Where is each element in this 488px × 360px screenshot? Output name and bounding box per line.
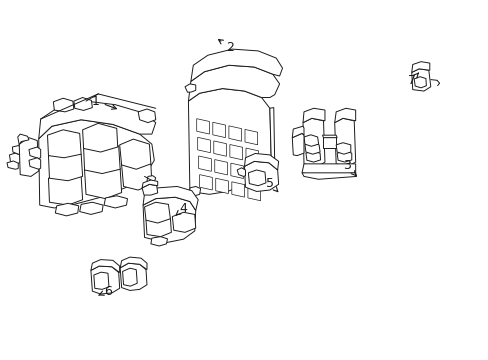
Polygon shape xyxy=(213,141,226,156)
Polygon shape xyxy=(411,69,430,91)
Polygon shape xyxy=(172,212,195,232)
Polygon shape xyxy=(7,161,18,169)
Polygon shape xyxy=(292,126,304,138)
Polygon shape xyxy=(188,89,271,194)
Polygon shape xyxy=(143,197,195,243)
Polygon shape xyxy=(147,176,156,183)
Text: 6: 6 xyxy=(99,285,112,298)
Polygon shape xyxy=(122,268,137,286)
Polygon shape xyxy=(29,147,41,158)
Polygon shape xyxy=(413,77,426,88)
Text: 7: 7 xyxy=(407,73,418,87)
Polygon shape xyxy=(142,180,158,188)
Polygon shape xyxy=(122,159,152,190)
Text: 3: 3 xyxy=(342,159,355,176)
Polygon shape xyxy=(74,98,92,111)
Polygon shape xyxy=(39,120,154,208)
Polygon shape xyxy=(82,123,118,152)
Polygon shape xyxy=(228,126,241,141)
Polygon shape xyxy=(215,178,228,194)
Polygon shape xyxy=(196,119,209,134)
Polygon shape xyxy=(19,138,39,176)
Text: 1: 1 xyxy=(92,95,116,109)
Polygon shape xyxy=(303,118,325,166)
Polygon shape xyxy=(302,164,355,176)
Polygon shape xyxy=(120,257,147,270)
Polygon shape xyxy=(302,173,356,179)
Polygon shape xyxy=(39,101,156,139)
Polygon shape xyxy=(334,108,355,123)
Polygon shape xyxy=(230,163,243,179)
Polygon shape xyxy=(336,151,351,162)
Polygon shape xyxy=(247,185,260,201)
Polygon shape xyxy=(151,237,167,246)
Text: 5: 5 xyxy=(266,177,277,192)
Polygon shape xyxy=(94,272,109,289)
Polygon shape xyxy=(229,144,242,160)
Polygon shape xyxy=(189,186,200,196)
Polygon shape xyxy=(303,108,325,123)
Polygon shape xyxy=(244,130,257,145)
Polygon shape xyxy=(104,196,127,208)
Polygon shape xyxy=(190,49,282,81)
Polygon shape xyxy=(144,202,170,223)
Polygon shape xyxy=(411,62,429,72)
Polygon shape xyxy=(248,170,265,186)
Polygon shape xyxy=(48,173,82,205)
Text: 2: 2 xyxy=(218,40,233,54)
Polygon shape xyxy=(184,84,195,92)
Polygon shape xyxy=(335,143,350,154)
Text: 4: 4 xyxy=(176,202,187,215)
Polygon shape xyxy=(214,159,227,175)
Polygon shape xyxy=(80,202,103,215)
Polygon shape xyxy=(146,216,171,237)
Polygon shape xyxy=(120,263,147,291)
Polygon shape xyxy=(212,122,225,138)
Polygon shape xyxy=(237,168,245,176)
Polygon shape xyxy=(323,137,335,148)
Polygon shape xyxy=(120,139,151,169)
Polygon shape xyxy=(48,150,82,181)
Polygon shape xyxy=(47,130,81,158)
Polygon shape xyxy=(244,153,278,170)
Polygon shape xyxy=(245,148,258,163)
Polygon shape xyxy=(143,186,198,211)
Polygon shape xyxy=(188,65,279,101)
Polygon shape xyxy=(197,137,210,153)
Polygon shape xyxy=(138,109,156,123)
Polygon shape xyxy=(83,141,120,174)
Polygon shape xyxy=(263,108,274,176)
Polygon shape xyxy=(142,184,158,195)
Polygon shape xyxy=(199,175,212,190)
Polygon shape xyxy=(305,151,320,162)
Polygon shape xyxy=(305,143,320,154)
Polygon shape xyxy=(304,135,318,146)
Polygon shape xyxy=(292,134,304,156)
Polygon shape xyxy=(322,135,336,138)
Polygon shape xyxy=(18,134,29,145)
Polygon shape xyxy=(244,161,278,192)
Polygon shape xyxy=(246,167,259,182)
Polygon shape xyxy=(334,118,355,166)
Polygon shape xyxy=(231,182,244,197)
Polygon shape xyxy=(91,260,120,273)
Polygon shape xyxy=(53,98,74,112)
Polygon shape xyxy=(84,164,122,199)
Polygon shape xyxy=(9,153,20,164)
Polygon shape xyxy=(91,266,120,294)
Polygon shape xyxy=(12,145,22,155)
Polygon shape xyxy=(29,158,41,169)
Polygon shape xyxy=(198,156,211,171)
Polygon shape xyxy=(55,203,79,216)
